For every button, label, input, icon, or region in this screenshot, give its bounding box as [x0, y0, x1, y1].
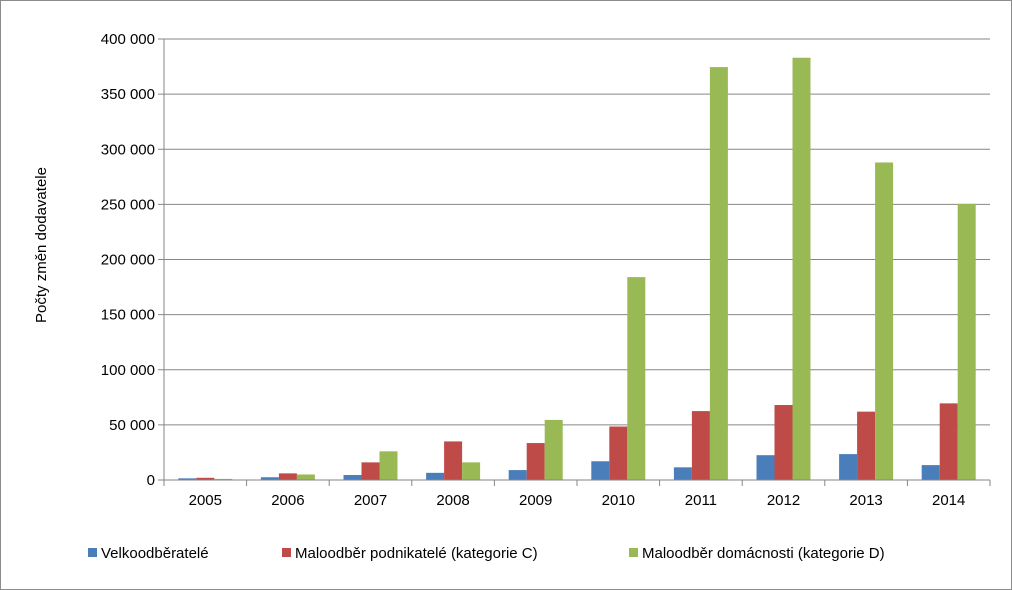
- bar: [691, 411, 710, 480]
- x-tick-label: 2008: [436, 492, 469, 509]
- bar: [426, 472, 445, 480]
- y-tick-label: 0: [147, 472, 155, 489]
- bar: [343, 475, 362, 480]
- x-tick-label: 2013: [849, 492, 882, 509]
- y-tick-label: 100 000: [101, 362, 155, 379]
- x-tick-labels: 2005 2006 2007 2008 2009 2010 2011 2012 2013 2014: [189, 492, 966, 509]
- legend-swatch: [629, 548, 638, 557]
- bar: [526, 443, 545, 480]
- legend-label: Velkoodběratelé: [101, 545, 209, 562]
- legend-label: Maloodběr podnikatelé (kategorie C): [295, 545, 538, 562]
- y-tick-label: 300 000: [101, 141, 155, 158]
- bar: [508, 470, 527, 480]
- bar: [957, 203, 976, 481]
- bar: [462, 462, 481, 480]
- legend-label: Maloodběr domácnosti (kategorie D): [642, 545, 885, 562]
- bar: [792, 57, 811, 481]
- y-tick-labels: 0 50 000 100 000 150 000 200 000 250 000 300 0…: [101, 31, 155, 489]
- bar: [544, 419, 563, 480]
- y-tick-label: 350 000: [101, 86, 155, 103]
- x-tick-label: 2014: [932, 492, 965, 509]
- bar: [196, 477, 215, 480]
- x-tick-label: 2007: [354, 492, 387, 509]
- bars: [178, 57, 976, 481]
- y-axis-title: Počty změn dodavatele: [33, 167, 50, 323]
- axes: [158, 38, 991, 486]
- bar: [839, 454, 858, 480]
- bar: [875, 162, 894, 481]
- x-tick-label: 2011: [685, 492, 717, 509]
- x-tick-label: 2009: [519, 492, 552, 509]
- bar: [214, 478, 233, 480]
- bar: [756, 455, 775, 480]
- bar: [591, 461, 610, 480]
- x-tick-label: 2010: [602, 492, 635, 509]
- x-tick-label: 2006: [271, 492, 304, 509]
- x-tick-label: 2012: [767, 492, 800, 509]
- bar: [939, 403, 958, 480]
- y-tick-label: 250 000: [101, 196, 155, 213]
- bar: [921, 465, 940, 480]
- y-tick-label: 200 000: [101, 252, 155, 269]
- y-tick-label: 400 000: [101, 31, 155, 48]
- y-tick-label: 150 000: [101, 307, 155, 324]
- bar: [361, 462, 380, 480]
- gridlines: [164, 38, 990, 426]
- bar: [178, 478, 197, 480]
- bar: [673, 467, 692, 480]
- bar: [709, 67, 728, 481]
- x-tick-label: 2005: [189, 492, 222, 509]
- bar: [857, 411, 876, 480]
- bar: [278, 473, 297, 480]
- bar: [379, 451, 398, 480]
- bar: [296, 474, 315, 480]
- bar: [627, 277, 646, 480]
- bar: [444, 441, 463, 480]
- legend-swatch: [88, 548, 97, 557]
- bar: [609, 426, 628, 480]
- legend: Velkoodběratelé Maloodběr podnikatelé (ka…: [88, 545, 885, 562]
- bar: [774, 405, 793, 480]
- bar: [260, 477, 279, 480]
- legend-swatch: [282, 548, 291, 557]
- y-tick-label: 50 000: [109, 417, 155, 434]
